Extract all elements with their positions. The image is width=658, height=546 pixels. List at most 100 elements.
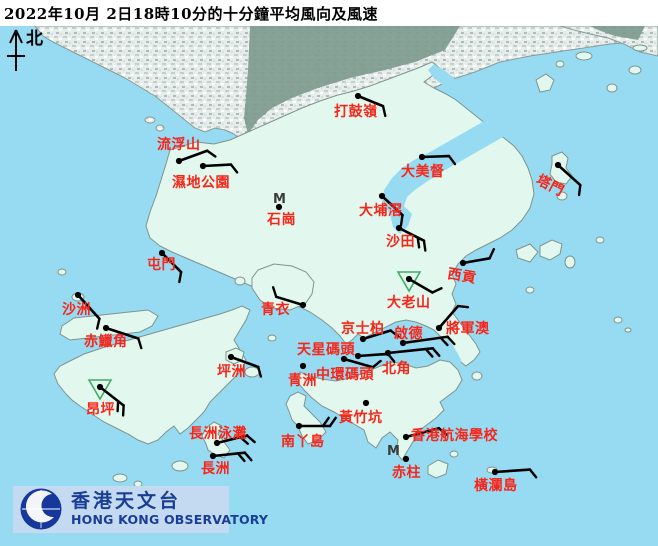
- wind-barb-feather: [416, 236, 421, 249]
- station-dot: [354, 352, 362, 360]
- wind-barb-shaft: [356, 94, 385, 108]
- wind-barb-feather: [205, 149, 217, 158]
- station-dot: [299, 362, 307, 370]
- station-label: 西貢: [446, 266, 477, 287]
- station-label: 赤柱: [392, 464, 421, 481]
- station-dot: [402, 433, 410, 441]
- wind-barb-shaft: [461, 257, 491, 265]
- station-京士柏: 京士柏: [341, 320, 400, 343]
- station-label: 橫瀾島: [474, 477, 518, 494]
- station-dot: [418, 153, 426, 161]
- variable-wind-triangle: [87, 379, 113, 401]
- lamma-island: [285, 391, 327, 445]
- starling-inlet: [428, 64, 462, 92]
- hko-logo-banner: 香港天文台 HONG KONG OBSERVATORY: [13, 486, 269, 533]
- wind-barb-feather: [116, 399, 120, 413]
- wind-barb-feather: [424, 347, 434, 358]
- wind-barb-feather: [137, 337, 143, 350]
- wind-barb-feather: [381, 104, 387, 118]
- wind-barb-feather: [389, 329, 400, 338]
- wind-barb-feather: [245, 434, 256, 444]
- station-天星碼頭: 天星碼頭: [297, 342, 382, 369]
- station-dot: [158, 249, 166, 257]
- tolo-harbour: [382, 103, 544, 234]
- station-label: 啟德: [394, 325, 423, 342]
- ma-wan: [234, 276, 246, 286]
- station-dot: [395, 224, 403, 232]
- station-香港航海學校: 香港航海學校: [402, 426, 498, 444]
- wind-barb-shaft: [274, 295, 305, 307]
- wind-barb-shaft: [380, 194, 404, 217]
- wind-barb-feather: [371, 359, 382, 369]
- station-dot: [295, 422, 303, 430]
- station-label: 黃竹坑: [338, 409, 383, 426]
- wind-barb-feather: [437, 427, 448, 436]
- station-label: 北角: [382, 360, 411, 377]
- station-label: 沙洲: [62, 302, 91, 318]
- title-bar: 2022年10月 2日18時10分的十分鐘平均風向及風速: [0, 0, 658, 26]
- wind-barb-shaft: [493, 468, 532, 474]
- wind-barb-feather: [446, 335, 456, 346]
- station-label: 大埔滘: [359, 202, 403, 219]
- wind-barb-shaft: [98, 385, 125, 407]
- station-dot: [275, 203, 283, 211]
- wind-barb-feather: [431, 287, 443, 294]
- wind-barb-shaft: [104, 326, 140, 340]
- station-dot: [491, 468, 499, 476]
- wind-barb-feather: [431, 347, 441, 358]
- station-大老山: 大老山: [387, 271, 443, 311]
- station-dot: [399, 339, 407, 347]
- north-label: 北: [26, 29, 43, 49]
- station-label: 坪洲: [217, 364, 246, 380]
- station-青衣: 青衣: [261, 286, 307, 318]
- wind-barb-shaft: [342, 357, 375, 369]
- station-dot: [384, 349, 392, 357]
- wind-barb-shaft: [201, 163, 233, 168]
- wind-barb-shaft: [420, 154, 451, 159]
- station-label: 昂坪: [86, 402, 115, 418]
- wind-barb-shaft: [407, 277, 434, 294]
- station-dot: [213, 439, 221, 447]
- station-label: 大美督: [401, 163, 445, 180]
- wind-barb-feather: [422, 239, 427, 252]
- shek-kwu-chau: [171, 460, 189, 472]
- kau-yi-chau: [267, 334, 277, 342]
- station-dot: [102, 324, 110, 332]
- station-label: 濕地公園: [172, 174, 230, 191]
- station-沙田: 沙田: [386, 224, 427, 252]
- wind-barb-feather: [236, 452, 246, 463]
- station-label: 青洲: [288, 372, 317, 389]
- wind-barb-feather: [271, 286, 278, 299]
- wind-barb-shaft: [356, 352, 390, 358]
- station-label: 長洲泳灘: [189, 425, 247, 442]
- station-dot: [340, 355, 348, 363]
- wind-barb-feather: [577, 183, 582, 197]
- station-label: 流浮山: [157, 136, 201, 153]
- station-dot: [554, 161, 562, 169]
- station-大埔滘: 大埔滘: [359, 192, 404, 227]
- kat-o: [535, 73, 555, 93]
- wind-barb-feather: [399, 213, 404, 227]
- station-dot: [299, 301, 307, 309]
- wind-barb-shaft: [437, 304, 460, 330]
- station-label: 將軍澳: [446, 320, 490, 337]
- station-label: 石崗: [266, 211, 296, 228]
- wind-barb-shaft: [229, 355, 260, 369]
- station-坪洲: 坪洲: [217, 353, 263, 380]
- airport-island: [59, 309, 159, 341]
- station-西貢: 西貢: [446, 248, 496, 287]
- soko-islands: [112, 473, 128, 483]
- station-label: 打鼓嶺: [334, 103, 378, 120]
- station-label: 赤鱲角: [84, 333, 128, 350]
- wind-barb-feather: [229, 163, 239, 174]
- hko-name-en: HONG KONG OBSERVATORY: [71, 512, 269, 527]
- station-dot: [175, 157, 183, 165]
- station-label: 香港航海學校: [410, 427, 498, 444]
- station-label: 天星碼頭: [297, 342, 355, 358]
- wind-barb-shaft: [556, 163, 582, 187]
- station-橫瀾島: 橫瀾島: [474, 468, 538, 494]
- north-arrow: 北: [7, 29, 43, 71]
- wind-barb-shaft: [211, 451, 247, 458]
- station-濕地公園: 濕地公園: [172, 162, 239, 191]
- wind-barb-feather: [239, 435, 250, 445]
